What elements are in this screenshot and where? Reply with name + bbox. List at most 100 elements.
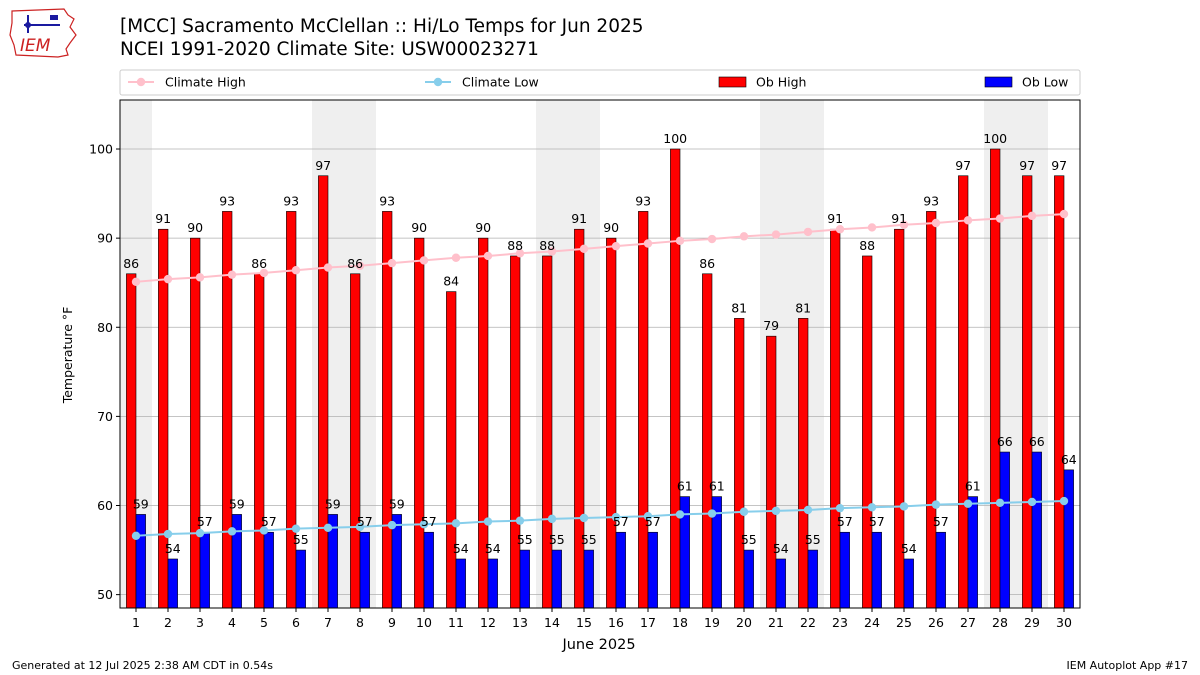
ob-low-bar (647, 531, 658, 609)
ob-low-bar (999, 451, 1010, 609)
ob-low-label: 55 (741, 532, 757, 547)
ob-low-bar (1031, 451, 1042, 609)
x-tick-label: 13 (512, 615, 528, 630)
ob-high-label: 81 (731, 300, 747, 315)
x-tick-label: 30 (1056, 615, 1072, 630)
climate-high-point (419, 256, 429, 265)
climate-low-point (579, 513, 589, 523)
climate-low-point (131, 531, 141, 541)
x-tick-label: 22 (800, 615, 816, 630)
x-tick-label: 3 (196, 615, 204, 630)
climate-high-point (611, 241, 621, 251)
climate-low-point (227, 527, 237, 536)
ob-low-label: 61 (709, 479, 725, 494)
ob-high-bar (542, 255, 553, 609)
ob-high-bar (638, 211, 649, 609)
ob-low-bar (743, 549, 754, 609)
generated-timestamp: Generated at 12 Jul 2025 2:38 AM CDT in … (12, 659, 273, 672)
ob-high-label: 97 (1019, 158, 1035, 173)
x-tick-label: 4 (228, 615, 236, 630)
climate-low-point (707, 509, 717, 518)
ob-high-label: 90 (603, 220, 619, 235)
climate-high-point (1059, 209, 1069, 219)
x-tick-label: 2 (164, 615, 172, 630)
climate-low-point (259, 526, 269, 535)
ob-low-label: 64 (1061, 452, 1077, 467)
y-tick-label: 80 (97, 320, 113, 335)
ob-high-label: 91 (155, 211, 171, 226)
ob-high-bar (702, 273, 713, 609)
ob-low-bar (135, 514, 146, 609)
ob-high-bar (126, 273, 137, 609)
climate-high-point (451, 253, 461, 262)
x-tick-label: 17 (640, 615, 656, 630)
climate-low-point (867, 503, 877, 512)
ob-high-bar (958, 175, 969, 609)
ob-high-label: 93 (635, 193, 651, 208)
climate-high-point (259, 268, 269, 278)
legend-ob-low-label: Ob Low (1022, 75, 1068, 90)
x-tick-label: 20 (736, 615, 752, 630)
x-tick-label: 24 (864, 615, 880, 630)
ob-high-bar (798, 318, 809, 609)
climate-high-point (995, 214, 1005, 223)
x-tick-label: 21 (768, 615, 784, 630)
ob-high-bar (318, 175, 329, 609)
x-tick-label: 19 (704, 615, 720, 630)
ob-high-label: 79 (763, 318, 779, 333)
climate-low-point (1059, 496, 1069, 506)
ob-low-label: 54 (901, 541, 917, 556)
legend-climate-high-marker (136, 77, 146, 87)
ob-low-label: 55 (549, 532, 565, 547)
x-tick-label: 11 (448, 615, 464, 630)
y-tick-label: 50 (97, 587, 113, 602)
ob-high-label: 81 (795, 300, 811, 315)
climate-low-point (643, 512, 653, 521)
ob-high-bar (830, 228, 841, 609)
ob-high-label: 86 (251, 256, 267, 271)
legend-box (119, 69, 1081, 96)
ob-low-label: 57 (421, 514, 437, 529)
climate-low-point (323, 523, 333, 532)
ob-low-label: 55 (293, 532, 309, 547)
climate-high-point (515, 249, 525, 258)
app-label: IEM Autoplot App #17 (1066, 659, 1189, 672)
ob-high-bar (670, 148, 681, 609)
ob-low-label: 55 (805, 532, 821, 547)
chart-subtitle: NCEI 1991-2020 Climate Site: USW00023271 (120, 39, 539, 60)
climate-high-point (803, 227, 813, 237)
y-tick-label: 90 (97, 231, 113, 246)
x-tick-label: 27 (960, 615, 976, 630)
ob-low-label: 54 (453, 541, 469, 556)
ob-low-bar (903, 558, 914, 609)
ob-low-label: 61 (965, 479, 981, 494)
ob-high-bar (382, 211, 393, 609)
x-tick-label: 28 (992, 615, 1008, 630)
ob-high-label: 93 (219, 193, 235, 208)
ob-high-label: 88 (507, 238, 523, 253)
climate-low-point (291, 524, 301, 533)
x-tick-label: 7 (324, 615, 332, 630)
ob-low-label: 57 (613, 514, 629, 529)
ob-low-bar (519, 549, 530, 609)
climate-high-point (291, 266, 301, 275)
climate-high-point (195, 273, 205, 282)
climate-low-point (899, 502, 909, 511)
ob-low-label: 59 (229, 496, 245, 511)
ob-high-bar (446, 291, 457, 609)
y-tick-label: 70 (97, 409, 113, 424)
x-tick-label: 23 (832, 615, 848, 630)
climate-low-point (995, 498, 1005, 508)
ob-low-label: 55 (581, 532, 597, 547)
ob-high-label: 97 (955, 158, 971, 173)
ob-high-label: 97 (315, 158, 331, 173)
climate-high-point (835, 225, 845, 234)
ob-low-bar (807, 549, 818, 609)
x-tick-label: 26 (928, 615, 944, 630)
climate-high-point (1027, 211, 1037, 221)
climate-low-point (515, 516, 525, 525)
ob-low-label: 55 (517, 532, 533, 547)
ob-high-label: 88 (859, 238, 875, 253)
climate-low-point (1027, 497, 1037, 507)
legend-ob-high-swatch (718, 76, 747, 88)
